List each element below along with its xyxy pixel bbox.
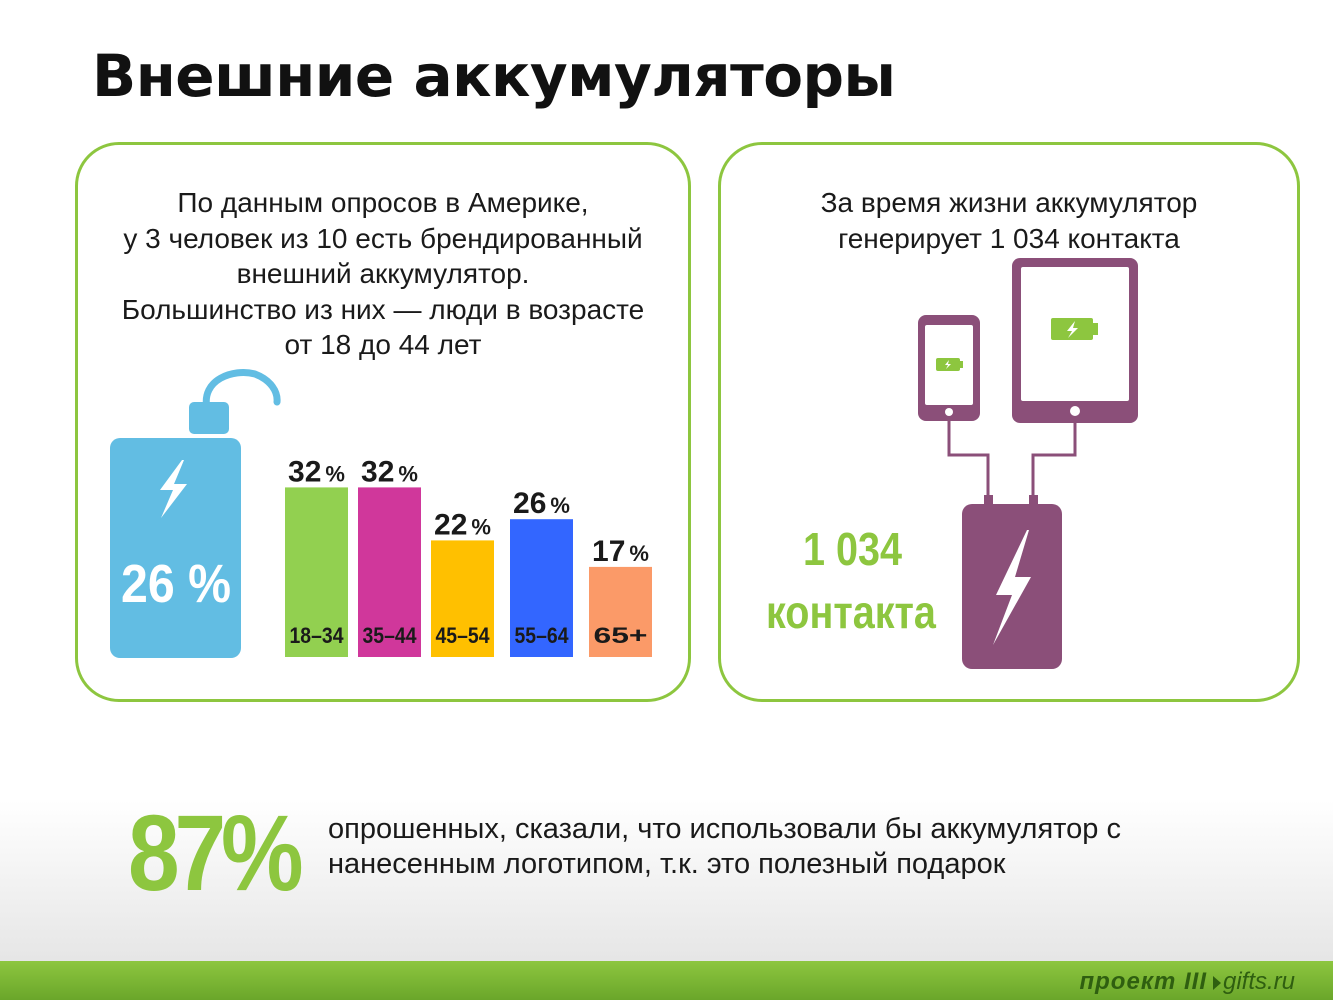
- stat-line: нанесенным логотипом, т.к. это полезный …: [328, 848, 1006, 880]
- survey-line: внешний аккумулятор.: [236, 258, 530, 289]
- value-label: 32%: [361, 455, 418, 488]
- age-bar-chart: 18–34 32 % 35–44 32 % 45–54 22 % 55–64 26 % 65+ 17%: [285, 455, 652, 657]
- survey-line: у 3 человек из 10 есть брендированный: [123, 222, 643, 254]
- category-label: 55–64: [515, 623, 570, 648]
- lightning-icon: [993, 530, 1031, 645]
- category-label: 35–44: [363, 623, 418, 648]
- tablet-cable: [1031, 423, 1077, 502]
- contacts-line: За время жизни аккумулятор: [820, 187, 1198, 218]
- bar-35–44: [358, 487, 421, 657]
- battery-charge-icon: [1051, 318, 1098, 340]
- survey-line: По данным опросов в Америке,: [177, 187, 589, 218]
- bar-18–34: [285, 487, 348, 657]
- cable-icon: [202, 369, 281, 412]
- footer-logo: проект III: [1079, 968, 1207, 995]
- phone-icon: [918, 315, 980, 421]
- tablet-icon: [1012, 258, 1138, 423]
- bar-65+: [589, 566, 652, 657]
- battery-cap: [189, 402, 229, 434]
- survey-line: от 18 до 44 лет: [284, 329, 482, 360]
- bar-55–64: [510, 519, 573, 657]
- value-label: 32%: [288, 455, 345, 488]
- phone-cable: [947, 421, 990, 502]
- battery-percent: 26 %: [121, 554, 231, 614]
- value-label: 17%: [592, 535, 649, 568]
- category-label: 45–54: [436, 623, 491, 648]
- stat-percent: 87%: [128, 792, 304, 913]
- stat-line: опрошенных, сказали, что использовали бы…: [328, 813, 1121, 845]
- survey-line: Большинство из них — люди в возрасте: [121, 293, 645, 325]
- contacts-text: За время жизни аккумулятор генерирует 1 …: [721, 185, 1297, 256]
- lightning-icon: [160, 460, 187, 518]
- powerbank-icon: [962, 504, 1062, 669]
- chevron-right-icon: [1213, 976, 1221, 990]
- stat-text: опрошенных, сказали, что использовали бы…: [328, 812, 1121, 882]
- contacts-word: контакта: [766, 586, 936, 638]
- bar-45–54: [431, 540, 494, 657]
- contacts-number: 1 034: [803, 523, 903, 575]
- footer-bar: [0, 961, 1333, 1000]
- category-label: 18–34: [290, 623, 345, 648]
- battery-body: [110, 438, 241, 658]
- contacts-line: генерирует 1 034 контакта: [838, 222, 1180, 254]
- category-label: 65+: [594, 623, 648, 648]
- page-title: Внешние аккумуляторы: [92, 42, 896, 110]
- value-label: 26%: [513, 487, 570, 520]
- footer-site-link[interactable]: gifts.ru: [1222, 968, 1295, 995]
- devices-illustration: [918, 258, 1138, 669]
- battery-charge-icon: [936, 358, 963, 371]
- value-label: 22%: [434, 508, 491, 541]
- powerbank-illustration: 26 %: [110, 369, 281, 658]
- survey-text: По данным опросов в Америке, у 3 человек…: [78, 185, 688, 363]
